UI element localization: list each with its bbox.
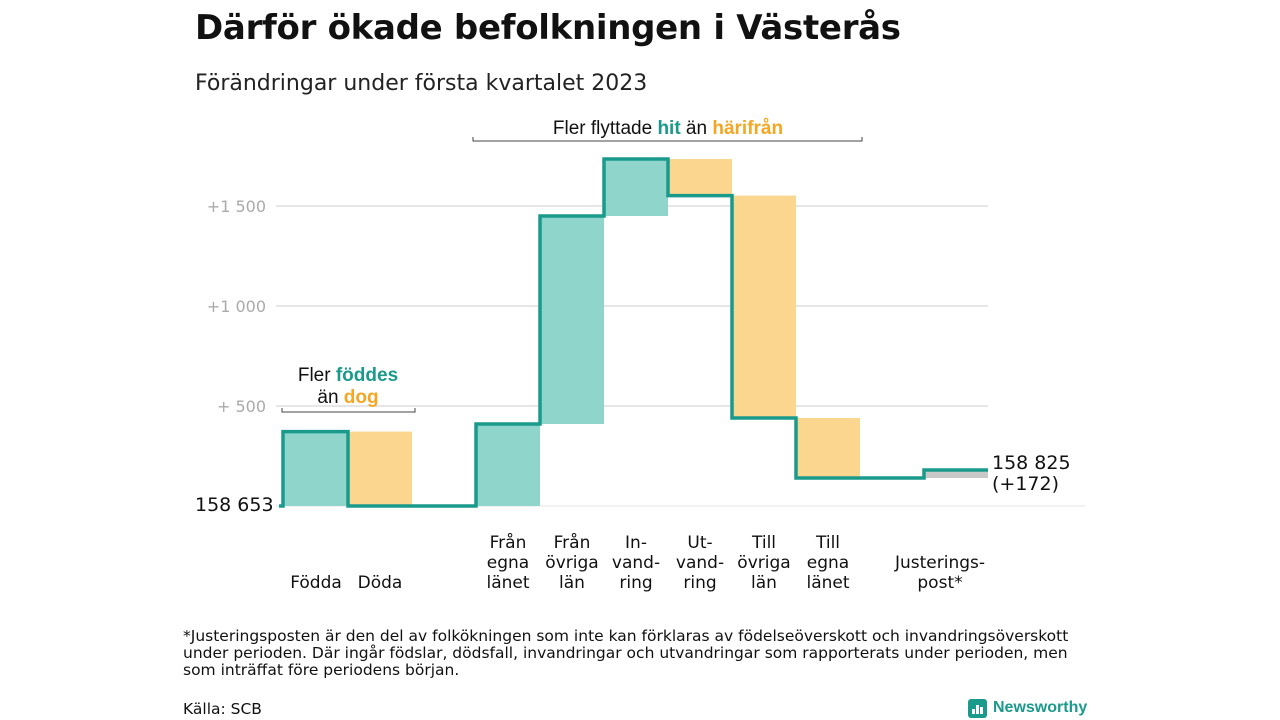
y-tick-label: +1 500 (207, 197, 266, 216)
category-label: Döda (358, 573, 403, 593)
category-label: egna (807, 553, 849, 573)
running-total-line (279, 157, 988, 508)
migration-bracket (472, 137, 863, 142)
newsworthy-logo-icon (968, 698, 987, 718)
births-annotation-line2: än dog (317, 387, 378, 408)
brand-logo: Newsworthy (968, 697, 1087, 719)
category-label: län (559, 573, 585, 593)
category-label: länet (486, 573, 529, 593)
category-label: In- (625, 533, 647, 553)
category-label: länet (806, 573, 849, 593)
bar-adjustment-8 (924, 470, 988, 478)
category-label: Ut- (687, 533, 712, 553)
category-label: Från (554, 532, 591, 553)
category-label: Till (815, 533, 840, 553)
chart-subtitle: Förändringar under första kvartalet 2023 (195, 71, 648, 96)
bar-increase-2 (476, 424, 540, 506)
brand-name: Newsworthy (993, 699, 1088, 716)
y-tick-label: +1 000 (207, 297, 266, 316)
bar-increase-3 (540, 216, 604, 424)
y-tick-label: + 500 (217, 397, 266, 416)
births-annotation-line1: Fler föddes (298, 365, 398, 386)
bar-decrease-5 (668, 159, 732, 196)
chart-title: Därför ökade befolkningen i Västerås (195, 8, 901, 48)
waterfall-chart: + 500 +1 000 +1 500 158 653 158 825(+172) Föd… (195, 118, 1085, 593)
migration-annotation: Fler flyttade hit än härifrån (553, 118, 783, 139)
category-label: ring (683, 573, 716, 593)
category-label: vand- (612, 553, 660, 573)
births-bracket (281, 408, 416, 413)
category-label: ring (619, 573, 652, 593)
footnote: *Justeringsposten är den del av folkökni… (183, 627, 1069, 679)
start-value-label: 158 653 (195, 494, 274, 516)
category-label: Födda (290, 573, 342, 593)
category-label: Till (751, 533, 776, 553)
category-label: län (751, 573, 777, 593)
bar-increase-4 (604, 159, 668, 216)
category-label: vand- (676, 553, 724, 573)
category-label: Från (490, 532, 527, 553)
end-value-label: 158 825 (992, 452, 1071, 474)
bar-decrease-7 (796, 418, 860, 478)
category-label: övriga (737, 553, 790, 573)
category-label: egna (487, 553, 529, 573)
end-value-label: (+172) (992, 473, 1059, 495)
bar-decrease-6 (732, 195, 796, 418)
bar-decrease-1 (348, 431, 412, 506)
category-label: post* (917, 573, 962, 593)
bar-increase-0 (283, 431, 347, 506)
category-label: Justerings- (894, 553, 985, 573)
category-label: övriga (545, 553, 598, 573)
source-note: Källa: SCB (183, 700, 262, 718)
